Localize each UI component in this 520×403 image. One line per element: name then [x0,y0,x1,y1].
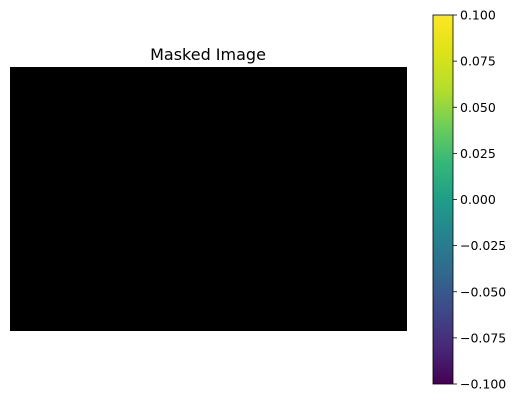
colorbar-tick-label: 0.050 [460,100,496,115]
chart-title: Masked Image [150,45,266,64]
colorbar-ticks: 0.100 0.075 0.050 0.025 0.000 −0.025 −0.050 −0.… [453,8,506,392]
colorbar-tick-label: −0.100 [460,377,506,392]
colorbar: 0.100 0.075 0.050 0.025 0.000 −0.025 −0.050 −0.… [432,8,506,392]
colorbar-tick-label: −0.075 [460,330,506,345]
colorbar-tick-label: 0.025 [460,146,496,161]
masked-image [10,67,407,331]
colorbar-gradient [433,15,453,384]
colorbar-tick-label: −0.050 [460,284,506,299]
colorbar-tick-label: 0.000 [460,192,496,207]
colorbar-tick-label: −0.025 [460,238,506,253]
colorbar-tick-label: 0.100 [460,8,496,23]
colorbar-tick-label: 0.075 [460,54,496,69]
